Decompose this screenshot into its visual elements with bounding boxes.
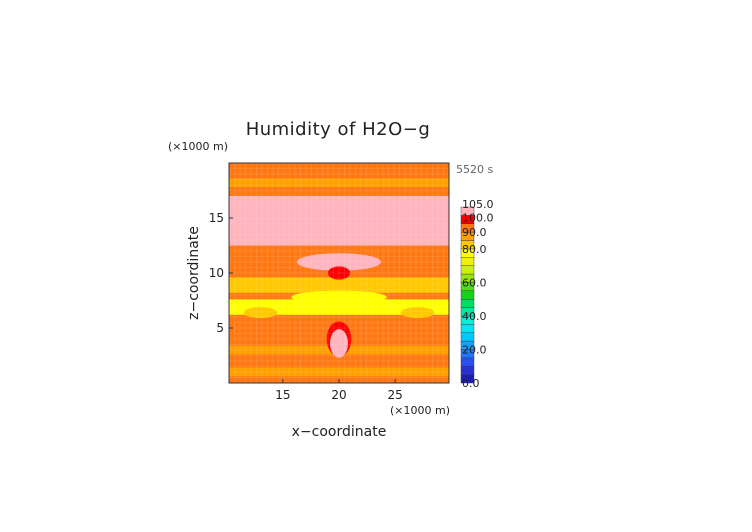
colorbar-label: 100.0 (462, 211, 494, 224)
colorbar-swatch (460, 206, 475, 216)
colorbar-swatch (460, 357, 475, 367)
contour-band (229, 299, 449, 315)
contour-band (229, 196, 449, 213)
y-axis-ticks: 5 10 15 (209, 211, 233, 335)
chart-title: Humidity of H2O−g (246, 119, 431, 140)
contour-band (229, 367, 449, 377)
colorbar-label: 20.0 (462, 343, 487, 356)
colorbar (460, 206, 475, 384)
plot-grid (229, 163, 449, 383)
colorbar-label: 90.0 (462, 226, 487, 239)
colorbar-swatch (460, 290, 475, 300)
colorbar-swatch (460, 366, 475, 375)
contour-blob (296, 253, 382, 271)
contour-band (229, 277, 449, 293)
contour-blob (291, 290, 387, 304)
colorbar-label: 40.0 (462, 310, 487, 323)
colorbar-swatch (460, 265, 475, 275)
y-tick-label: 10 (209, 266, 224, 280)
contour-blob (400, 307, 435, 319)
y-axis-label: z−coordinate (186, 226, 202, 320)
x-axis-label: x−coordinate (292, 424, 387, 440)
y-tick-label: 5 (216, 321, 224, 335)
x-unit-label: (×1000 m) (390, 404, 450, 417)
time-label: 5520 s (456, 163, 493, 176)
x-axis-ticks: 15 20 25 (275, 379, 403, 402)
contour-blob (330, 329, 348, 358)
colorbar-label: 80.0 (462, 243, 487, 256)
colorbar-swatch (460, 298, 475, 308)
colorbar-swatch (460, 324, 475, 333)
colorbar-label: 60.0 (462, 276, 487, 289)
colorbar-label: 105.0 (462, 198, 494, 211)
colorbar-swatch (460, 257, 475, 266)
x-tick-label: 15 (275, 388, 290, 402)
x-tick-label: 20 (331, 388, 346, 402)
y-unit-label: (×1000 m) (168, 140, 228, 153)
colorbar-swatch (460, 332, 475, 342)
contour-blob (327, 266, 351, 280)
contour-blob (243, 307, 278, 319)
contour-band (229, 178, 449, 188)
colorbar-label: 0.0 (462, 377, 480, 390)
contour-band (229, 212, 449, 246)
x-tick-label: 25 (387, 388, 402, 402)
contour-plot-area (229, 163, 449, 383)
contour-band (229, 163, 449, 172)
y-tick-label: 15 (209, 211, 224, 225)
